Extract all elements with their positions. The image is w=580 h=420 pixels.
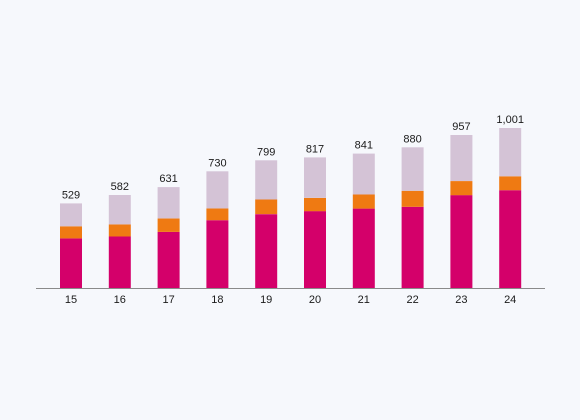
x-tick-label-21: 21 — [358, 294, 370, 306]
bar-segment-19-2 — [255, 199, 278, 215]
bar-segment-18-2 — [206, 208, 229, 221]
total-label-23: 957 — [452, 121, 470, 133]
total-label-16: 582 — [111, 181, 129, 193]
x-tick-label-18: 18 — [211, 294, 223, 306]
bar-segment-18-3 — [206, 171, 229, 209]
x-tick-label-15: 15 — [65, 294, 77, 306]
x-tick-label-17: 17 — [162, 294, 174, 306]
x-tick-label-16: 16 — [114, 294, 126, 306]
x-tick-label-23: 23 — [455, 294, 467, 306]
x-tick-label-24: 24 — [504, 294, 516, 306]
bar-segment-22-2 — [401, 190, 424, 207]
bar-segment-20-3 — [304, 157, 326, 198]
total-label-19: 799 — [257, 146, 275, 158]
bar-segment-22-3 — [401, 147, 424, 191]
bar-segment-15-2 — [60, 226, 82, 239]
bar-segment-20-1 — [304, 211, 326, 288]
x-tick-label-22: 22 — [406, 294, 418, 306]
bar-segment-23-2 — [450, 181, 473, 196]
total-label-20: 817 — [306, 143, 324, 155]
total-label-22: 880 — [403, 133, 421, 145]
bar-segment-16-1 — [108, 236, 131, 288]
bar-segment-23-1 — [450, 195, 473, 288]
total-labels-group: 529 582 631 730 799 817 841 880 957 1,001 — [62, 114, 524, 201]
bar-segment-15-1 — [60, 238, 82, 288]
total-label-17: 631 — [159, 173, 177, 185]
bar-segment-23-3 — [450, 135, 473, 181]
bar-segment-17-1 — [157, 231, 180, 288]
total-label-15: 529 — [62, 189, 80, 201]
bar-segment-21-3 — [352, 153, 375, 195]
bar-segment-24-1 — [499, 190, 522, 288]
bar-segment-18-1 — [206, 220, 229, 288]
bar-segment-19-3 — [255, 160, 278, 200]
bar-segment-20-2 — [304, 197, 326, 212]
bar-segment-16-2 — [108, 224, 131, 237]
bar-segment-21-2 — [352, 194, 375, 209]
total-label-18: 730 — [208, 157, 226, 169]
bar-segment-17-3 — [157, 187, 180, 219]
bars-group — [60, 128, 522, 288]
x-tick-labels-group: 15 16 17 18 19 20 21 22 23 24 — [65, 294, 516, 306]
x-tick-label-20: 20 — [309, 294, 321, 306]
bar-segment-19-1 — [255, 214, 278, 288]
bar-segment-21-1 — [352, 208, 375, 288]
x-tick-label-19: 19 — [260, 294, 272, 306]
bar-segment-15-3 — [60, 203, 82, 227]
bar-segment-16-3 — [108, 195, 131, 225]
total-label-21: 841 — [355, 140, 373, 152]
bar-segment-24-2 — [499, 176, 522, 191]
total-label-24: 1,001 — [496, 114, 524, 126]
bar-segment-22-1 — [401, 206, 424, 288]
bar-segment-24-3 — [499, 128, 522, 177]
bar-segment-17-2 — [157, 218, 180, 232]
